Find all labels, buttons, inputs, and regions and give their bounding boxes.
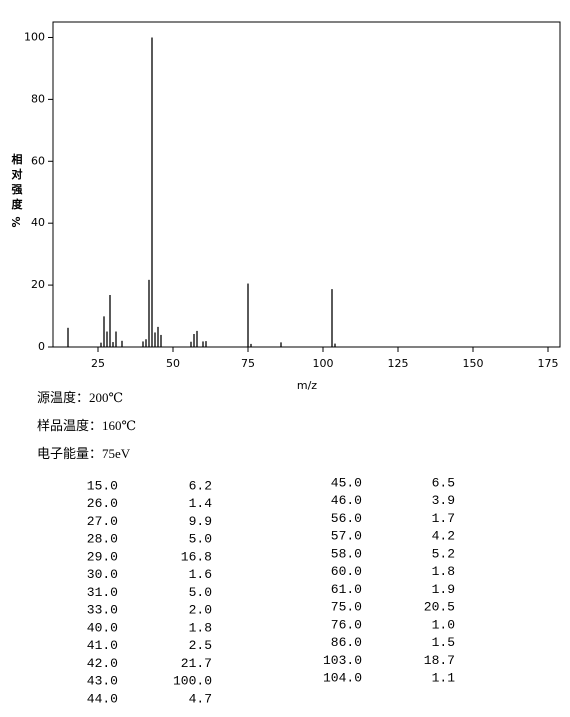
info-line: 源温度：200℃: [37, 390, 123, 405]
y-tick-label: 60: [31, 154, 45, 167]
mass-cell: 15.0: [87, 478, 118, 493]
intensity-cell: 5.2: [432, 546, 455, 561]
mass-cell: 45.0: [331, 475, 362, 490]
mass-cell: 30.0: [87, 567, 118, 582]
intensity-cell: 2.5: [189, 638, 212, 653]
intensity-cell: 1.6: [189, 567, 212, 582]
info-line: 样品温度：160℃: [37, 418, 136, 433]
intensity-cell: 1.9: [432, 582, 455, 597]
mass-cell: 40.0: [87, 620, 118, 635]
intensity-cell: 20.5: [424, 600, 455, 615]
mass-cell: 41.0: [87, 638, 118, 653]
mass-cell: 28.0: [87, 532, 118, 547]
intensity-cell: 5.0: [189, 585, 212, 600]
mass-cell: 104.0: [323, 671, 362, 686]
intensity-cell: 18.7: [424, 653, 455, 668]
x-tick-label: 150: [463, 357, 484, 370]
x-tick-label: 75: [241, 357, 255, 370]
mass-cell: 60.0: [331, 564, 362, 579]
x-tick-label: 25: [91, 357, 105, 370]
intensity-cell: 1.8: [432, 564, 455, 579]
plot-frame: [52, 21, 561, 348]
mass-cell: 58.0: [331, 546, 362, 561]
intensity-cell: 4.2: [432, 529, 455, 544]
y-tick-label: 80: [31, 92, 45, 105]
x-tick-label: 50: [166, 357, 180, 370]
y-axis-unit: %: [10, 216, 23, 227]
mass-cell: 27.0: [87, 514, 118, 529]
mass-cell: 43.0: [87, 674, 118, 689]
intensity-cell: 4.7: [189, 691, 212, 706]
y-tick-label: 0: [38, 340, 45, 353]
mass-cell: 42.0: [87, 656, 118, 671]
x-tick-label: 100: [313, 357, 334, 370]
intensity-cell: 1.8: [189, 620, 212, 635]
mass-cell: 31.0: [87, 585, 118, 600]
mass-cell: 46.0: [331, 493, 362, 508]
mass-cell: 61.0: [331, 582, 362, 597]
intensity-cell: 3.9: [432, 493, 455, 508]
intensity-cell: 21.7: [181, 656, 212, 671]
intensity-cell: 16.8: [181, 549, 212, 564]
info-line: 电子能量：75eV: [37, 446, 131, 461]
mass-cell: 33.0: [87, 603, 118, 618]
intensity-cell: 5.0: [189, 532, 212, 547]
intensity-cell: 6.2: [189, 478, 212, 493]
mass-cell: 57.0: [331, 529, 362, 544]
mass-cell: 75.0: [331, 600, 362, 615]
intensity-cell: 1.7: [432, 511, 455, 526]
intensity-cell: 100.0: [173, 674, 212, 689]
x-axis-label: m/z: [297, 379, 317, 392]
intensity-cell: 2.0: [189, 603, 212, 618]
intensity-cell: 6.5: [432, 475, 455, 490]
intensity-cell: 1.0: [432, 617, 455, 632]
x-tick-label: 175: [538, 357, 559, 370]
y-tick-label: 40: [31, 216, 45, 229]
mass-cell: 44.0: [87, 691, 118, 706]
intensity-cell: 1.1: [432, 671, 456, 686]
mass-cell: 103.0: [323, 653, 362, 668]
mass-cell: 29.0: [87, 549, 118, 564]
intensity-cell: 1.4: [189, 496, 213, 511]
x-tick-label: 125: [388, 357, 409, 370]
mass-cell: 56.0: [331, 511, 362, 526]
intensity-cell: 1.5: [432, 635, 455, 650]
intensity-cell: 9.9: [189, 514, 212, 529]
y-tick-label: 20: [31, 278, 45, 291]
y-tick-label: 100: [24, 30, 45, 43]
mass-cell: 86.0: [331, 635, 362, 650]
y-axis-label: 相对强度: [12, 152, 24, 211]
mass-cell: 26.0: [87, 496, 118, 511]
mass-cell: 76.0: [331, 617, 362, 632]
